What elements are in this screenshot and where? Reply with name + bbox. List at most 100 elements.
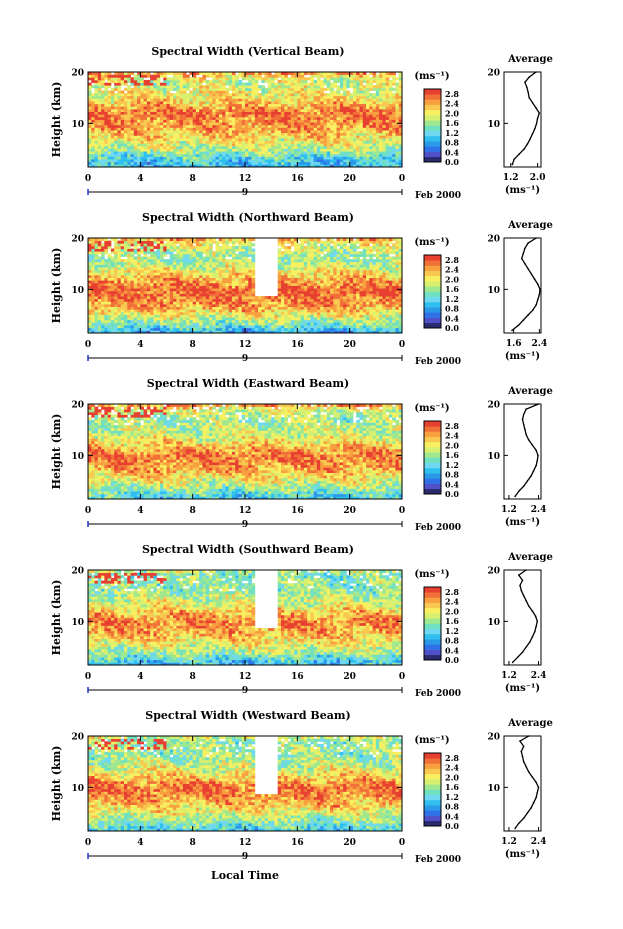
y-tick-label: 10 [71,452,84,462]
x-tick-label: 8 [190,506,196,516]
colorbar-segment [424,151,441,158]
average-point [514,495,516,498]
colorbar-segment [424,431,441,437]
date-label: Feb 2000 [415,855,461,865]
average-y-tick-label: 20 [487,567,500,577]
average-point [524,428,526,431]
panel-title: Spectral Width (Eastward Beam) [147,377,349,390]
colorbar-segment [424,478,441,484]
average-point [518,490,520,493]
colorbar-segment [424,773,441,780]
average-x-tick-label: 2.0 [530,173,546,183]
average-point [535,107,537,109]
x-tick-label: 0 [399,174,405,184]
average-point [531,610,534,612]
average-title: Average [507,552,553,563]
average-point [537,454,539,457]
average-point [532,470,535,472]
colorbar-segment [424,135,441,142]
colorbar-segment [424,312,441,318]
colorbar-segment [424,789,441,796]
average-line [512,569,538,663]
x-tick-label: 4 [137,174,143,184]
average-point [522,594,525,597]
average-point [537,283,539,286]
average-point [535,625,537,628]
colorbar-segment [424,602,441,609]
average-point [522,413,525,416]
colorbar-tick-label: 1.6 [445,118,459,128]
colorbar-segment [424,109,441,116]
colorbar-tick-label: 2.0 [445,440,459,450]
colorbar-tick-label: 0.8 [445,636,459,646]
average-line [514,403,539,497]
colorbar [423,586,442,661]
colorbar-segment [424,794,441,801]
local-time-axis-label: Local Time [211,869,279,882]
colorbar-tick-label: 1.6 [445,450,459,460]
date-label: Feb 2000 [415,191,461,201]
average-point [522,485,525,488]
colorbar-tick-label: 0.0 [445,821,459,831]
colorbar-tick-label: 0.4 [445,479,459,489]
average-point [529,138,531,140]
colorbar-units-label: (ms⁻¹) [414,403,449,414]
average-y-tick-label: 10 [487,618,500,628]
y-axis-label: Height (km) [50,580,63,656]
colorbar-segment [424,447,441,453]
colorbar-segment [424,799,441,806]
colorbar-segment [424,291,441,298]
average-point [535,122,538,125]
average-point [524,247,526,250]
y-tick-label: 10 [71,120,84,130]
average-point [522,745,525,748]
x-tick-label: 4 [137,506,143,516]
colorbar-tick-label: 2.8 [445,587,459,597]
average-x-tick-label: 1.2 [501,671,517,681]
y-tick-label: 20 [71,567,84,577]
average-profile: Average 10 20 1.6 2.4 (ms⁻¹) [487,220,552,362]
average-profile: Average 10 20 1.2 2.4 (ms⁻¹) [487,552,552,694]
date-label: Feb 2000 [415,357,461,367]
average-point [537,403,540,405]
average-profile: Average 10 20 1.2 2.4 (ms⁻¹) [487,386,552,528]
colorbar-segment [424,125,441,132]
heatmap-cells [88,72,403,168]
average-profile: Average 10 20 1.2 2.0 (ms⁻¹) [487,54,552,196]
x-tick-label: 12 [239,838,252,848]
average-y-tick-label: 20 [487,401,500,411]
average-point [533,278,536,280]
heatmap-cells [88,570,403,666]
x-tick-label: 20 [343,672,356,682]
y-tick-label: 20 [71,69,84,79]
average-point [527,605,530,607]
colorbar-tick-label: 1.2 [445,626,459,636]
colorbar-tick-label: 2.4 [445,597,459,607]
average-point [525,646,527,648]
average-title: Average [507,386,553,397]
colorbar-tick-label: 0.8 [445,138,459,148]
y-tick-label: 20 [71,235,84,245]
average-point [521,651,524,653]
average-title: Average [507,54,553,65]
average-x-tick-label: 1.2 [501,837,517,847]
colorbar-segment [424,649,441,656]
average-point [538,112,541,114]
average-x-tick-label: 2.4 [531,837,547,847]
average-point [537,298,539,301]
average-y-tick-label: 10 [487,120,500,130]
date-label: Feb 2000 [415,523,461,533]
colorbar-segment [424,156,441,163]
heatmap-cells [88,238,403,334]
x-tick-label: 0 [85,506,91,516]
colorbar-segment [424,768,441,775]
average-point [522,817,525,819]
date-tick-label: 9 [242,354,248,364]
average-point [531,444,534,446]
average-point [519,740,521,742]
x-tick-label: 8 [190,340,196,350]
colorbar-segment [424,644,441,650]
panel-5: Spectral Width (Westward Beam) 10 20 Height… [50,709,553,865]
y-axis-label: Height (km) [50,248,63,324]
